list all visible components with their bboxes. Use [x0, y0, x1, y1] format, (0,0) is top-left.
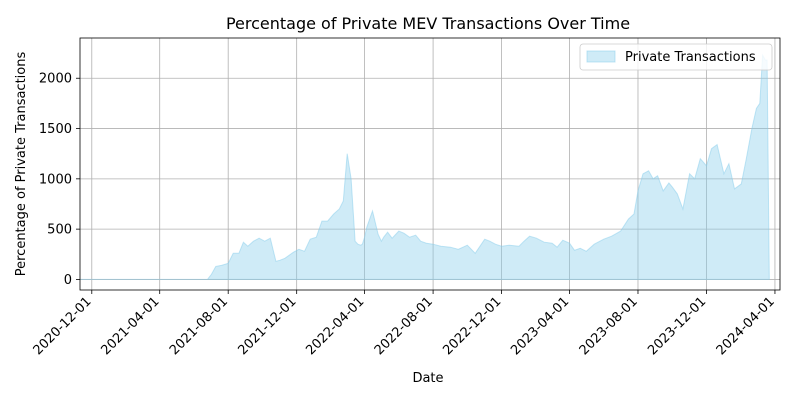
y-tick-label: 2000	[39, 72, 72, 87]
x-tick-label: 2024-04-01	[714, 294, 778, 358]
area-series	[80, 53, 770, 280]
x-tick-label: 2021-12-01	[235, 294, 299, 358]
legend-swatch	[586, 50, 616, 63]
x-tick-label: 2023-08-01	[577, 294, 641, 358]
x-tick-label: 2021-08-01	[167, 294, 231, 358]
y-axis-ticks: 0 500 1000 1500 2000	[39, 72, 80, 288]
legend-box	[579, 43, 773, 71]
y-tick-label: 1500	[39, 122, 72, 137]
x-tick-label: 2020-12-01	[31, 294, 95, 358]
area-private-transactions	[80, 53, 770, 280]
y-axis-label: Percentage of Private Transactions	[14, 52, 29, 277]
legend-label: Private Transactions	[625, 50, 756, 65]
x-axis-label: Date	[412, 371, 443, 386]
x-tick-label: 2023-12-01	[645, 294, 709, 358]
x-tick-label: 2022-08-01	[372, 294, 436, 358]
y-tick-label: 0	[64, 273, 72, 288]
chart-title: Percentage of Private MEV Transactions O…	[226, 14, 630, 33]
x-tick-label: 2022-12-01	[440, 294, 504, 358]
plot-frame	[79, 37, 781, 291]
legend: Private Transactions	[579, 43, 773, 71]
x-axis-ticks: 2020-12-01 2021-04-01 2021-08-01 2021-12-01…	[31, 290, 778, 358]
y-tick-label: 500	[47, 223, 72, 238]
x-tick-label: 2021-04-01	[99, 294, 163, 358]
x-tick-label: 2022-04-01	[303, 294, 367, 358]
x-tick-label: 2023-04-01	[508, 294, 572, 358]
y-tick-label: 1000	[39, 172, 72, 187]
